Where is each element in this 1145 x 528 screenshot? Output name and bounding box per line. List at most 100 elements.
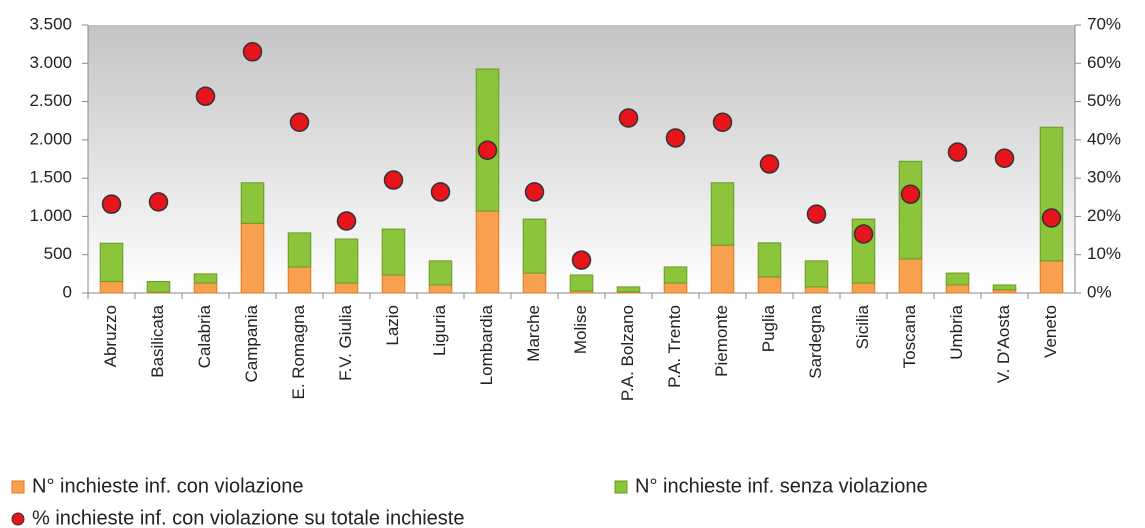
y2-tick-label: 40% xyxy=(1087,129,1121,148)
legend-label: N° inchieste inf. con violazione xyxy=(32,475,303,497)
dot xyxy=(148,192,169,212)
bar-segment xyxy=(569,274,594,292)
bar-segment xyxy=(898,160,923,260)
dot xyxy=(618,108,639,128)
bar-segment xyxy=(663,282,688,294)
dot xyxy=(242,42,263,62)
y-tick-label: 2.000 xyxy=(29,129,72,148)
y-tick-label: 500 xyxy=(44,244,72,263)
dot xyxy=(900,184,921,204)
bar-segment xyxy=(616,286,641,293)
x-tick-label: V. D'Aosta xyxy=(994,304,1013,383)
x-tick-label: Toscana xyxy=(900,304,919,368)
bar-segment xyxy=(287,232,312,268)
dot xyxy=(712,112,733,132)
x-tick-label: Basilicata xyxy=(148,304,167,377)
bar-segment xyxy=(804,260,829,288)
bar-segment xyxy=(522,272,547,294)
x-tick-label: Campania xyxy=(242,304,261,382)
y2-tick-label: 30% xyxy=(1087,168,1121,187)
x-tick-label: Calabria xyxy=(195,304,214,368)
dot xyxy=(571,250,592,270)
y-tick-label: 2.500 xyxy=(29,91,72,110)
dot xyxy=(994,148,1015,168)
dot xyxy=(430,182,451,202)
dot xyxy=(853,224,874,244)
dot xyxy=(383,170,404,190)
bar-segment xyxy=(475,210,500,294)
x-tick-label: Lazio xyxy=(383,305,402,346)
bar-segment xyxy=(663,266,688,284)
x-tick-label: Lombardia xyxy=(477,304,496,385)
x-tick-label: Sardegna xyxy=(806,304,825,378)
x-tick-label: Liguria xyxy=(430,304,449,356)
bar-segment xyxy=(757,242,782,278)
y-tick-label: 3.000 xyxy=(29,53,72,72)
y-tick-label: 1.000 xyxy=(29,206,72,225)
bar-segment xyxy=(428,284,453,294)
bar-segment xyxy=(522,218,547,274)
y2-tick-label: 0% xyxy=(1087,282,1112,301)
x-tick-label: Puglia xyxy=(759,304,778,352)
bar-segment xyxy=(945,272,970,286)
bar-segment xyxy=(945,284,970,294)
bar-segment xyxy=(710,182,735,246)
dot xyxy=(336,211,357,231)
dot xyxy=(289,112,310,132)
bar-segment xyxy=(240,222,265,294)
dot xyxy=(524,182,545,202)
x-tick-label: F.V. Giulia xyxy=(336,304,355,380)
bar-segment xyxy=(193,273,218,284)
bar-segment xyxy=(146,281,171,293)
x-tick-label: Abruzzo xyxy=(101,305,120,367)
dot xyxy=(947,142,968,162)
dot xyxy=(1041,208,1062,228)
legend-label: N° inchieste inf. senza violazione xyxy=(635,475,928,497)
x-tick-label: Marche xyxy=(524,305,543,362)
bar-segment xyxy=(710,244,735,294)
bar-segment xyxy=(381,228,406,276)
bar-segment xyxy=(851,282,876,294)
y2-tick-label: 70% xyxy=(1087,14,1121,33)
bar-segment xyxy=(381,274,406,294)
bar-segment xyxy=(99,242,124,283)
dot xyxy=(806,204,827,224)
bar-segment xyxy=(428,260,453,286)
dot xyxy=(195,86,216,106)
bar-segment xyxy=(757,276,782,294)
y2-tick-label: 50% xyxy=(1087,91,1121,110)
dot xyxy=(665,128,686,148)
x-tick-label: Molise xyxy=(571,305,590,354)
x-tick-label: Piemonte xyxy=(712,305,731,377)
legend-marker xyxy=(11,512,25,526)
dot xyxy=(759,154,780,174)
bar-segment xyxy=(334,238,359,284)
legend-label: % inchieste inf. con violazione su total… xyxy=(32,507,464,528)
bar-segment xyxy=(1039,260,1064,294)
legend-marker xyxy=(614,480,628,494)
bar-segment xyxy=(475,68,500,212)
bar-segment xyxy=(804,286,829,294)
dot xyxy=(101,194,122,214)
x-tick-label: P.A. Bolzano xyxy=(618,305,637,401)
legend-marker xyxy=(11,480,25,494)
x-tick-label: E. Romagna xyxy=(289,304,308,399)
bar-segment xyxy=(334,282,359,294)
y2-tick-label: 10% xyxy=(1087,244,1121,263)
bar-segment xyxy=(99,281,124,294)
x-tick-label: Umbria xyxy=(947,304,966,359)
y-tick-label: 1.500 xyxy=(29,168,72,187)
bar-segment xyxy=(992,284,1017,291)
y2-tick-label: 60% xyxy=(1087,53,1121,72)
y2-tick-label: 20% xyxy=(1087,206,1121,225)
y-tick-label: 0 xyxy=(63,282,72,301)
bar-segment xyxy=(1039,126,1064,262)
bar-segment xyxy=(898,258,923,294)
dot xyxy=(477,140,498,160)
x-tick-label: Sicilia xyxy=(853,304,872,349)
bar-segment xyxy=(287,266,312,294)
bar-segment xyxy=(193,282,218,294)
x-tick-label: Veneto xyxy=(1041,305,1060,358)
x-tick-label: P.A. Trento xyxy=(665,305,684,388)
